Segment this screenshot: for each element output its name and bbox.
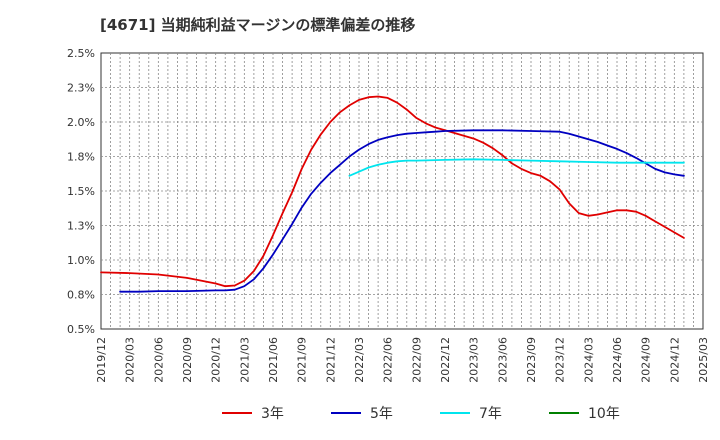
chart-title: [4671] 当期純利益マージンの標準偏差の推移	[100, 16, 416, 34]
series-line-3	[348, 158, 685, 177]
y-tick-label: 1.5%	[67, 185, 95, 198]
x-tick-label: 2022/03	[353, 337, 366, 383]
x-tick-label: 2020/09	[181, 337, 194, 383]
grid-lines	[101, 53, 703, 329]
x-axis-ticks: 2019/12 2020/03 2020/06 2020/09 2020/12 2021/…	[95, 337, 710, 383]
x-tick-label: 2024/12	[668, 337, 681, 383]
x-tick-label: 2023/06	[496, 337, 509, 383]
x-tick-label: 2021/12	[324, 337, 337, 383]
x-tick-label: 2020/03	[124, 337, 137, 383]
y-tick-label: 1.8%	[67, 151, 95, 164]
y-tick-label: 2.0%	[67, 116, 95, 129]
x-tick-label: 2019/12	[95, 337, 108, 383]
y-tick-label: 0.8%	[67, 289, 95, 302]
y-tick-label: 1.0%	[67, 254, 95, 267]
x-tick-label: 2023/12	[554, 337, 567, 383]
x-tick-label: 2022/09	[410, 337, 423, 383]
y-tick-label: 2.3%	[67, 82, 95, 95]
legend-label: 10年	[588, 406, 620, 422]
x-tick-label: 2022/06	[382, 337, 395, 383]
x-tick-label: 2021/06	[267, 337, 280, 383]
x-tick-label: 2020/06	[152, 337, 165, 383]
x-tick-label: 2024/03	[582, 337, 595, 383]
y-tick-label: 2.5%	[67, 47, 95, 60]
x-tick-label: 2021/03	[238, 337, 251, 383]
legend-label: 5年	[370, 406, 393, 422]
x-tick-label: 2021/09	[296, 337, 309, 383]
legend-label: 3年	[261, 406, 284, 422]
x-tick-label: 2025/03	[697, 337, 710, 383]
x-tick-label: 2023/03	[468, 337, 481, 383]
legend-label: 7年	[479, 406, 502, 422]
y-tick-label: 1.3%	[67, 220, 95, 233]
legend: 3年 5年 7年 10年	[222, 406, 620, 422]
series-line-1	[100, 95, 685, 288]
x-tick-label: 2024/06	[611, 337, 624, 383]
x-tick-label: 2024/09	[640, 337, 653, 383]
x-tick-label: 2023/09	[525, 337, 538, 383]
x-tick-label: 2022/12	[439, 337, 452, 383]
y-axis-ticks: 0.5% 0.8% 1.0% 1.3% 1.5% 1.8% 2.0% 2.3% 2.5%	[67, 47, 95, 336]
y-tick-label: 0.5%	[67, 323, 95, 336]
series-line-2	[119, 129, 685, 293]
x-tick-label: 2020/12	[210, 337, 223, 383]
series-lines	[100, 95, 685, 293]
